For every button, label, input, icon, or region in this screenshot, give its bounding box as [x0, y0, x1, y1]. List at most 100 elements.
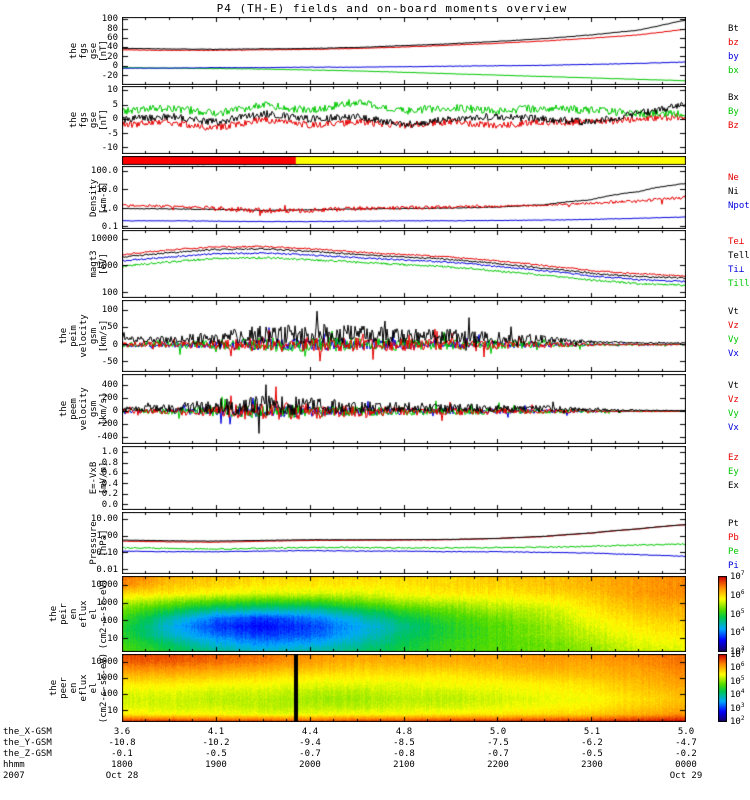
- electron-energy-flux-canvas: [122, 654, 686, 722]
- ion-energy-flux-ytick-label: 100: [101, 616, 118, 627]
- temperature-legend-Te⊥: Te⊥: [728, 237, 745, 247]
- ion-velocity-canvas: [122, 300, 686, 372]
- efield-ytick-label: 0.0: [101, 499, 118, 510]
- bottom-row-value: 2300: [581, 760, 603, 770]
- efield-legend-Ez: Ez: [728, 453, 739, 463]
- fgs-gse-overview-ytick-label: 60: [107, 33, 118, 44]
- ion-energy-flux-ytick-label: 10: [107, 634, 118, 645]
- bottom-row-value: 4.1: [207, 727, 225, 737]
- bottom-row-value: Oct 29: [669, 771, 703, 781]
- pressure-ylabel-word: Pressure: [89, 521, 99, 565]
- temperature-ytick-label: 10000: [90, 233, 118, 244]
- efield-legend-Ex: Ex: [728, 481, 739, 491]
- ion-velocity-ytick-label: 0: [112, 339, 118, 350]
- bottom-row-value: 1900: [205, 760, 227, 770]
- electron-velocity-ytick-label: -400: [96, 432, 118, 443]
- efield-canvas: [122, 446, 686, 510]
- temperature-legend-Tell: Tell: [728, 251, 750, 261]
- bottom-row-label: the_X-GSM: [3, 727, 52, 737]
- efield-ytick-label: 0.6: [101, 468, 118, 479]
- electron-energy-flux-ytick-label: 10: [107, 705, 118, 716]
- ion-energy-flux-colorbar-tick: 104: [730, 626, 745, 639]
- ion-energy-flux-colorbar-tick: 105: [730, 607, 745, 620]
- bottom-row-value: 1800: [111, 760, 133, 770]
- electron-energy-flux-colorbar-tick: 106: [730, 661, 745, 674]
- electron-velocity-ytick-label: -200: [96, 419, 118, 430]
- ion-energy-flux-ylabel-word: the: [49, 605, 59, 623]
- pressure-ytick-label: 0.10: [96, 548, 118, 559]
- pressure-legend-Pe: Pe: [728, 547, 739, 557]
- fgs-gse-overview-ytick-label: 100: [101, 14, 118, 25]
- bottom-row-value: -0.7: [487, 749, 509, 759]
- quality-flag-bar-canvas: [122, 156, 686, 169]
- fgs-gse-overview-legend-Bt: Bt: [728, 24, 739, 34]
- ion-energy-flux-ytick-label: 10000: [90, 579, 118, 590]
- bottom-row-label: the_Z-GSM: [3, 749, 52, 759]
- ion-velocity-ylabel-word: velocity: [79, 314, 89, 358]
- bottom-row-label: 2007: [3, 771, 25, 781]
- ion-velocity-ytick-label: -50: [101, 356, 118, 367]
- fgs-gse-overview-ytick-label: 40: [107, 42, 118, 53]
- ion-energy-flux-canvas: [122, 576, 686, 652]
- bottom-row-value: 5.0: [489, 727, 507, 737]
- temperature-legend-Till: Till: [728, 279, 750, 289]
- density-legend-Ni: Ni: [728, 187, 739, 197]
- ion-velocity-ytick-label: 100: [101, 305, 118, 316]
- electron-velocity-ytick-label: 0: [112, 406, 118, 417]
- bottom-row-value: -10.8: [108, 738, 136, 748]
- fgs-gse-overview-ytick-label: -20: [101, 70, 118, 81]
- bottom-row-value: -0.7: [299, 749, 321, 759]
- ion-velocity-legend-Vx: Vx: [728, 349, 739, 359]
- bottom-row-value: -0.5: [581, 749, 603, 759]
- temperature-ytick-label: 1000: [96, 260, 118, 271]
- temperature-ytick-label: 100: [101, 287, 118, 298]
- bottom-row-value: -0.2: [675, 749, 697, 759]
- bottom-row-value: -9.4: [299, 738, 321, 748]
- electron-velocity-legend-Vt: Vt: [728, 381, 739, 391]
- bottom-row-value: -0.8: [393, 749, 415, 759]
- pressure-ytick-label: 1.00: [96, 530, 118, 541]
- density-legend-Ne: Ne: [728, 173, 739, 183]
- temperature-canvas: [122, 230, 686, 298]
- ion-velocity-ytick-label: 50: [107, 322, 118, 333]
- density-ytick-label: 100.0: [90, 166, 118, 177]
- ion-energy-flux-colorbar-tick: 103: [730, 645, 745, 657]
- electron-velocity-legend-Vy: Vy: [728, 409, 739, 419]
- efield-ytick-label: 0.2: [101, 489, 118, 500]
- bottom-row-value: 2000: [299, 760, 321, 770]
- ion-energy-flux-colorbar-tick: 107: [730, 570, 745, 582]
- fgs-gse-overview-legend-bx: bx: [728, 66, 739, 76]
- temperature-legend-Ti⊥: Ti⊥: [728, 265, 745, 275]
- ion-velocity-legend-Vy: Vy: [728, 335, 739, 345]
- electron-energy-flux-colorbar-tick: 103: [730, 701, 745, 714]
- electron-energy-flux-ytick-label: 100: [101, 689, 118, 700]
- fgs-gse-fluct-legend-Bx: Bx: [728, 93, 739, 103]
- fgs-gse-fluct-ytick-label: -10: [101, 143, 118, 154]
- ion-velocity-legend-Vt: Vt: [728, 307, 739, 317]
- bottom-row-value: 4.4: [301, 727, 319, 737]
- bottom-row-value: 3.6: [113, 727, 131, 737]
- fgs-gse-overview-ytick-label: 0: [112, 61, 118, 72]
- fgs-gse-fluct-canvas: [122, 86, 686, 154]
- electron-energy-flux-colorbar-tick: 102: [730, 715, 745, 727]
- pressure-legend-Pt: Pt: [728, 519, 739, 529]
- fgs-gse-overview-canvas: [122, 17, 686, 85]
- density-ytick-label: 1.0: [101, 203, 118, 214]
- electron-energy-flux-ylabel-word: the: [49, 679, 59, 697]
- efield-ytick-label: 0.8: [101, 457, 118, 468]
- electron-energy-flux-colorbar-tick: 107: [730, 648, 745, 660]
- bottom-row-label: the_Y-GSM: [3, 738, 52, 748]
- pressure-ytick-label: 10.00: [90, 513, 118, 524]
- efield-ytick-label: 1.0: [101, 447, 118, 458]
- ion-energy-flux-ytick-label: 1000: [96, 597, 118, 608]
- fgs-gse-fluct-ytick-label: 10: [107, 85, 118, 96]
- fgs-gse-fluct-legend-Bz: Bz: [728, 121, 739, 131]
- bottom-row-value: -7.5: [487, 738, 509, 748]
- density-ytick-label: 10.0: [96, 184, 118, 195]
- fgs-gse-overview-ytick-label: 80: [107, 23, 118, 34]
- electron-energy-flux-colorbar-tick: 104: [730, 688, 745, 701]
- electron-velocity-legend-Vx: Vx: [728, 423, 739, 433]
- bottom-row-value: -6.2: [581, 738, 603, 748]
- density-ytick-label: 0.1: [101, 222, 118, 233]
- ion-energy-flux-colorbar-tick: 106: [730, 588, 745, 601]
